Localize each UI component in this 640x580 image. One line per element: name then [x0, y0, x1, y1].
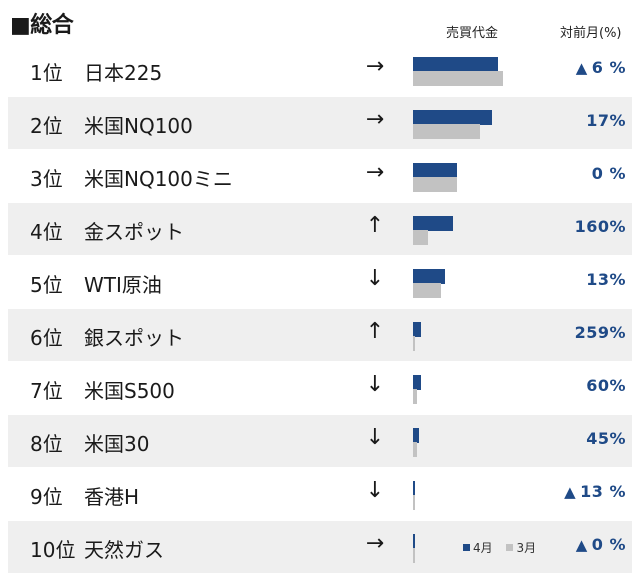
rank-label: 5位	[30, 273, 63, 297]
arrow-up-icon: ↑	[365, 319, 385, 344]
instrument-name: 米国S500	[84, 379, 175, 403]
rank-label: 10位	[30, 538, 76, 562]
arrow-right-icon: →	[365, 54, 385, 79]
march-volume-bar	[413, 230, 428, 245]
ranking-row: 9位 香港H ↓ ▲ 13 %	[8, 468, 632, 520]
april-swatch	[463, 544, 470, 551]
mom-change: 13%	[586, 270, 626, 289]
mom-value: 160%	[574, 217, 626, 236]
instrument-name: 日本225	[84, 61, 163, 85]
triangle-up-icon: ▲	[575, 59, 588, 77]
instrument-name: 香港H	[84, 485, 140, 509]
rank-label: 7位	[30, 379, 63, 403]
march-volume-bar	[413, 124, 480, 139]
mom-change: 160%	[575, 217, 626, 236]
instrument-name: 米国NQ100	[84, 114, 193, 138]
legend-april: 4月	[473, 541, 493, 555]
instrument-name: 金スポット	[84, 220, 184, 244]
arrow-right-icon: →	[365, 531, 385, 556]
rank-label: 1位	[30, 61, 63, 85]
arrow-down-icon: ↓	[365, 478, 385, 503]
ranking-row: 6位 銀スポット ↑ 259%	[8, 309, 632, 361]
mom-change: 17%	[586, 111, 626, 130]
mom-change: ▲ 0 %	[576, 535, 626, 554]
rank-label: 6位	[30, 326, 63, 350]
rank-label: 2位	[30, 114, 63, 138]
march-volume-bar	[413, 548, 415, 563]
volume-column-header: 売買代金	[446, 26, 499, 41]
april-volume-bar	[413, 216, 453, 231]
arrow-down-icon: ↓	[365, 425, 385, 450]
ranking-row: 3位 米国NQ100ミニ → 0 %	[8, 150, 632, 202]
mom-value: 0 %	[591, 164, 626, 183]
april-volume-bar	[413, 57, 498, 72]
march-volume-bar	[413, 177, 457, 192]
mom-change: ▲ 6 %	[576, 58, 626, 77]
page-title: ■総合	[10, 13, 74, 38]
rank-label: 4位	[30, 220, 63, 244]
mom-change: 0 %	[592, 164, 626, 183]
mom-value: 259%	[574, 323, 626, 342]
april-volume-bar	[413, 375, 421, 390]
arrow-right-icon: →	[365, 160, 385, 185]
triangle-up-icon: ▲	[564, 483, 577, 501]
april-volume-bar	[413, 428, 419, 443]
chart-legend: 4月 3月	[463, 539, 536, 556]
mom-value: 13%	[586, 270, 626, 289]
mom-value: 6 %	[591, 58, 626, 77]
ranking-row: 10位 天然ガス → 4月 3月 ▲ 0 %	[8, 521, 632, 573]
mom-value: 13 %	[580, 482, 626, 501]
mom-value: 0 %	[591, 535, 626, 554]
march-volume-bar	[413, 336, 415, 351]
april-volume-bar	[413, 269, 445, 284]
march-volume-bar	[413, 389, 417, 404]
arrow-right-icon: →	[365, 107, 385, 132]
april-volume-bar	[413, 481, 415, 496]
april-volume-bar	[413, 163, 457, 178]
april-volume-bar	[413, 322, 421, 337]
mom-value: 17%	[586, 111, 626, 130]
triangle-up-icon: ▲	[575, 536, 588, 554]
mom-value: 45%	[586, 429, 626, 448]
ranking-row: 8位 米国30 ↓ 45%	[8, 415, 632, 467]
instrument-name: 米国NQ100ミニ	[84, 167, 233, 191]
april-volume-bar	[413, 110, 492, 125]
ranking-row: 7位 米国S500 ↓ 60%	[8, 362, 632, 414]
mom-change: 60%	[586, 376, 626, 395]
april-volume-bar	[413, 534, 415, 549]
march-volume-bar	[413, 495, 415, 510]
mom-change: ▲ 13 %	[564, 482, 626, 501]
ranking-row: 4位 金スポット ↑ 160%	[8, 203, 632, 255]
march-volume-bar	[413, 283, 441, 298]
mom-change: 259%	[575, 323, 626, 342]
rank-label: 8位	[30, 432, 63, 456]
mom-value: 60%	[586, 376, 626, 395]
ranking-row: 2位 米国NQ100 → 17%	[8, 97, 632, 149]
instrument-name: WTI原油	[84, 273, 162, 297]
mom-change: 45%	[586, 429, 626, 448]
arrow-up-icon: ↑	[365, 213, 385, 238]
arrow-down-icon: ↓	[365, 372, 385, 397]
rank-label: 3位	[30, 167, 63, 191]
march-volume-bar	[413, 71, 503, 86]
rank-label: 9位	[30, 485, 63, 509]
instrument-name: 銀スポット	[84, 326, 184, 350]
ranking-list: 1位 日本225 → ▲ 6 % 2位 米国NQ100 → 17% 3位 米国NQ…	[8, 44, 632, 574]
march-volume-bar	[413, 442, 417, 457]
mom-column-header: 対前月(%)	[560, 26, 622, 41]
march-swatch	[506, 544, 514, 551]
instrument-name: 米国30	[84, 432, 150, 456]
arrow-down-icon: ↓	[365, 266, 385, 291]
ranking-row: 1位 日本225 → ▲ 6 %	[8, 44, 632, 96]
legend-march: 3月	[516, 541, 537, 555]
ranking-row: 5位 WTI原油 ↓ 13%	[8, 256, 632, 308]
instrument-name: 天然ガス	[84, 538, 164, 562]
